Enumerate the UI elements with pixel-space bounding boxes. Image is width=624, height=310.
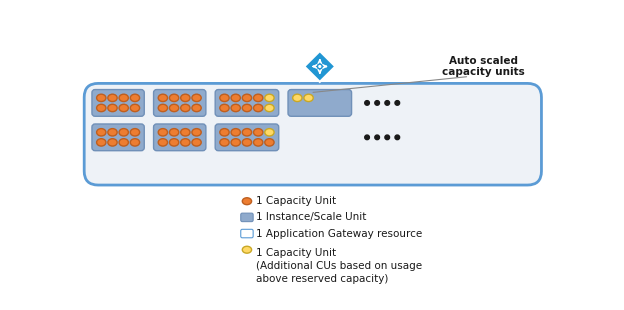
Ellipse shape [192, 94, 201, 102]
Ellipse shape [253, 139, 263, 146]
Text: 1 Capacity Unit: 1 Capacity Unit [256, 196, 336, 206]
Ellipse shape [318, 64, 322, 69]
Ellipse shape [170, 94, 178, 102]
Ellipse shape [170, 139, 178, 146]
Ellipse shape [231, 129, 240, 136]
Ellipse shape [130, 139, 140, 146]
Ellipse shape [220, 104, 229, 112]
Polygon shape [305, 51, 335, 82]
Ellipse shape [385, 101, 389, 105]
Ellipse shape [385, 135, 389, 140]
Ellipse shape [365, 135, 369, 140]
Ellipse shape [242, 94, 251, 102]
Text: 1 Instance/Scale Unit: 1 Instance/Scale Unit [256, 212, 367, 222]
Ellipse shape [242, 104, 251, 112]
FancyBboxPatch shape [92, 124, 144, 151]
Ellipse shape [108, 94, 117, 102]
Ellipse shape [108, 104, 117, 112]
FancyBboxPatch shape [241, 213, 253, 222]
Ellipse shape [181, 139, 190, 146]
Ellipse shape [242, 246, 251, 253]
FancyBboxPatch shape [154, 124, 206, 151]
Ellipse shape [395, 101, 399, 105]
Text: Auto scaled
capacity units: Auto scaled capacity units [442, 56, 525, 77]
Ellipse shape [130, 104, 140, 112]
Ellipse shape [375, 135, 379, 140]
Ellipse shape [375, 101, 379, 105]
FancyBboxPatch shape [92, 90, 144, 116]
Ellipse shape [220, 139, 229, 146]
Ellipse shape [253, 94, 263, 102]
Ellipse shape [231, 94, 240, 102]
Text: 1 Application Gateway resource: 1 Application Gateway resource [256, 228, 422, 239]
Ellipse shape [304, 94, 313, 102]
Ellipse shape [119, 104, 129, 112]
FancyBboxPatch shape [241, 229, 253, 238]
Ellipse shape [253, 129, 263, 136]
FancyBboxPatch shape [154, 90, 206, 116]
Ellipse shape [119, 139, 129, 146]
Ellipse shape [119, 129, 129, 136]
Ellipse shape [265, 139, 274, 146]
Ellipse shape [170, 104, 178, 112]
Ellipse shape [265, 94, 274, 102]
Ellipse shape [158, 94, 167, 102]
Ellipse shape [231, 104, 240, 112]
Ellipse shape [365, 101, 369, 105]
Ellipse shape [242, 129, 251, 136]
Ellipse shape [242, 139, 251, 146]
Ellipse shape [395, 135, 399, 140]
FancyBboxPatch shape [288, 90, 351, 116]
Ellipse shape [220, 94, 229, 102]
Ellipse shape [97, 94, 106, 102]
Ellipse shape [158, 104, 167, 112]
Ellipse shape [293, 94, 302, 102]
Ellipse shape [181, 104, 190, 112]
Ellipse shape [181, 129, 190, 136]
Ellipse shape [108, 139, 117, 146]
FancyBboxPatch shape [215, 124, 279, 151]
FancyBboxPatch shape [215, 90, 279, 116]
Ellipse shape [265, 129, 274, 136]
Ellipse shape [158, 129, 167, 136]
Ellipse shape [108, 129, 117, 136]
Ellipse shape [130, 129, 140, 136]
Ellipse shape [181, 94, 190, 102]
Ellipse shape [192, 139, 201, 146]
Ellipse shape [242, 198, 251, 205]
Ellipse shape [253, 104, 263, 112]
Ellipse shape [130, 94, 140, 102]
Ellipse shape [170, 129, 178, 136]
Ellipse shape [97, 104, 106, 112]
Ellipse shape [192, 104, 201, 112]
Ellipse shape [220, 129, 229, 136]
FancyBboxPatch shape [84, 83, 542, 185]
Text: 1 Capacity Unit
(Additional CUs based on usage
above reserved capacity): 1 Capacity Unit (Additional CUs based on… [256, 248, 422, 284]
Ellipse shape [119, 94, 129, 102]
Ellipse shape [97, 139, 106, 146]
Ellipse shape [158, 139, 167, 146]
Ellipse shape [265, 104, 274, 112]
Ellipse shape [97, 129, 106, 136]
Ellipse shape [192, 129, 201, 136]
Ellipse shape [231, 139, 240, 146]
